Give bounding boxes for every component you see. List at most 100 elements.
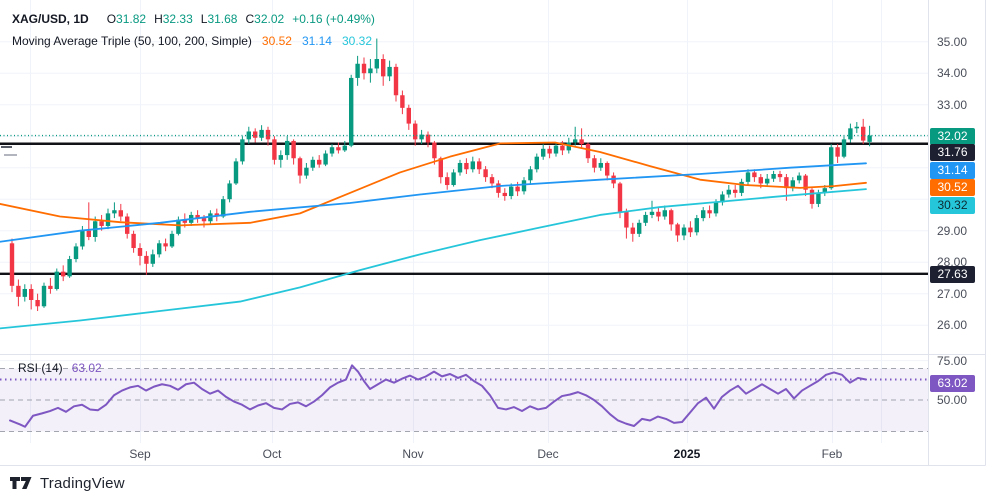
candle[interactable]: [16, 279, 21, 307]
candle[interactable]: [368, 59, 373, 83]
candle[interactable]: [688, 221, 693, 237]
candle[interactable]: [803, 174, 808, 197]
candle[interactable]: [35, 293, 40, 312]
candle[interactable]: [585, 142, 591, 163]
candle[interactable]: [112, 202, 117, 219]
candle[interactable]: [67, 255, 72, 278]
candle[interactable]: [643, 211, 648, 226]
candle[interactable]: [573, 126, 578, 146]
candle[interactable]: [144, 251, 149, 275]
candle[interactable]: [662, 205, 667, 220]
candle[interactable]: [630, 222, 635, 242]
candle[interactable]: [649, 200, 655, 219]
candle[interactable]: [502, 188, 507, 201]
candle[interactable]: [611, 172, 616, 189]
candle[interactable]: [745, 169, 751, 186]
candle[interactable]: [297, 156, 303, 184]
ma-line-sma-100[interactable]: [0, 162, 867, 243]
candle[interactable]: [867, 125, 872, 147]
candle[interactable]: [150, 249, 155, 267]
tradingview-logo[interactable]: TradingView: [10, 475, 125, 492]
candle[interactable]: [694, 214, 699, 236]
ma-legend-row[interactable]: Moving Average Triple (50, 100, 200, Sim…: [12, 30, 375, 52]
candle[interactable]: [29, 284, 34, 310]
candle[interactable]: [265, 126, 271, 146]
candle[interactable]: [496, 180, 501, 198]
candle[interactable]: [707, 205, 712, 219]
candle[interactable]: [457, 159, 463, 176]
candle[interactable]: [521, 177, 527, 195]
candle[interactable]: [349, 74, 354, 148]
candle[interactable]: [317, 155, 322, 168]
candle[interactable]: [425, 131, 431, 148]
candle[interactable]: [854, 122, 859, 134]
candle[interactable]: [777, 170, 783, 182]
candle[interactable]: [137, 243, 143, 266]
candle[interactable]: [169, 230, 175, 249]
candle[interactable]: [483, 166, 488, 182]
candle[interactable]: [675, 222, 680, 242]
candle[interactable]: [61, 265, 66, 282]
candle[interactable]: [733, 185, 738, 198]
ma-line-sma-50[interactable]: [0, 141, 867, 227]
candle[interactable]: [310, 156, 315, 171]
candle[interactable]: [323, 150, 328, 167]
candle[interactable]: [118, 203, 123, 222]
candle[interactable]: [214, 208, 219, 222]
candle[interactable]: [451, 169, 456, 187]
candle[interactable]: [739, 178, 744, 197]
candle[interactable]: [790, 177, 795, 192]
candle[interactable]: [73, 243, 79, 263]
candle[interactable]: [227, 180, 232, 203]
ma-line-sma-200[interactable]: [0, 188, 867, 330]
candle[interactable]: [157, 240, 162, 258]
candle[interactable]: [259, 125, 264, 141]
candle[interactable]: [22, 284, 27, 302]
candle[interactable]: [553, 142, 559, 157]
candle[interactable]: [470, 156, 475, 173]
candles-series[interactable]: [9, 38, 872, 312]
candle[interactable]: [413, 120, 418, 146]
candle[interactable]: [598, 158, 603, 171]
candle[interactable]: [272, 136, 277, 165]
candle[interactable]: [54, 268, 59, 291]
candle[interactable]: [534, 153, 539, 173]
candle[interactable]: [285, 136, 290, 160]
candle[interactable]: [393, 63, 399, 102]
candle[interactable]: [163, 238, 168, 252]
candle[interactable]: [829, 144, 834, 190]
candle[interactable]: [848, 123, 853, 143]
candle[interactable]: [374, 38, 379, 74]
candle[interactable]: [195, 210, 200, 223]
candle[interactable]: [637, 219, 642, 237]
candle[interactable]: [400, 90, 405, 115]
rsi-line[interactable]: [9, 364, 867, 428]
candle[interactable]: [342, 140, 347, 152]
candle[interactable]: [355, 55, 360, 86]
candle[interactable]: [809, 188, 815, 209]
candle[interactable]: [752, 169, 757, 182]
candle[interactable]: [681, 224, 687, 241]
candle[interactable]: [336, 142, 341, 154]
candle[interactable]: [701, 207, 706, 222]
candle[interactable]: [240, 136, 245, 165]
candle[interactable]: [592, 155, 597, 173]
candle[interactable]: [432, 140, 437, 165]
candle[interactable]: [547, 145, 552, 159]
candle[interactable]: [841, 136, 847, 159]
candle[interactable]: [381, 54, 386, 86]
candle[interactable]: [605, 161, 610, 181]
candle[interactable]: [669, 208, 674, 231]
candle[interactable]: [726, 185, 731, 198]
candle[interactable]: [835, 144, 840, 163]
candle[interactable]: [304, 162, 309, 179]
candle[interactable]: [419, 129, 424, 145]
candle[interactable]: [771, 170, 776, 182]
candle[interactable]: [131, 230, 136, 253]
candle[interactable]: [797, 172, 802, 184]
candle[interactable]: [233, 158, 239, 186]
candle[interactable]: [489, 174, 495, 189]
candle[interactable]: [9, 238, 15, 293]
candle[interactable]: [86, 202, 91, 241]
